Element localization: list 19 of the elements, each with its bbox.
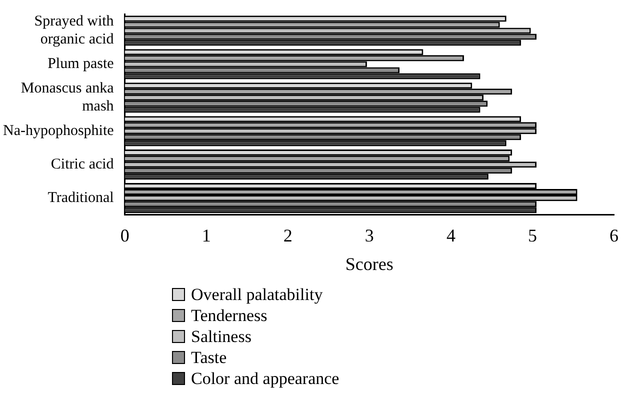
x-tick-label: 3	[364, 225, 374, 246]
x-tick-label: 5	[528, 225, 537, 246]
y-tick-label: Traditional	[48, 190, 114, 206]
y-tick-label: Sprayed with organic acid	[34, 14, 114, 48]
y-tick-label: Citric acid	[50, 156, 114, 173]
y-tick-label: Na-hypophosphite	[2, 123, 114, 140]
legend-label: Tenderness	[191, 305, 268, 326]
legend-label: Overall palatability	[191, 284, 323, 305]
x-tick-label: 2	[283, 225, 292, 246]
legend-label: Color and appearance	[191, 368, 340, 389]
x-tick-label: 1	[202, 225, 211, 246]
legend-label: Taste	[191, 347, 227, 368]
x-tick-label: 4	[446, 225, 456, 246]
legend-label: Saltiness	[191, 326, 252, 347]
y-tick-label: Plum paste	[48, 56, 114, 72]
x-axis-title: Scores	[345, 254, 394, 274]
x-tick-label: 6	[610, 225, 618, 246]
y-tick-label: Monascus anka mash	[20, 80, 114, 115]
x-tick-label: 0	[120, 225, 130, 246]
